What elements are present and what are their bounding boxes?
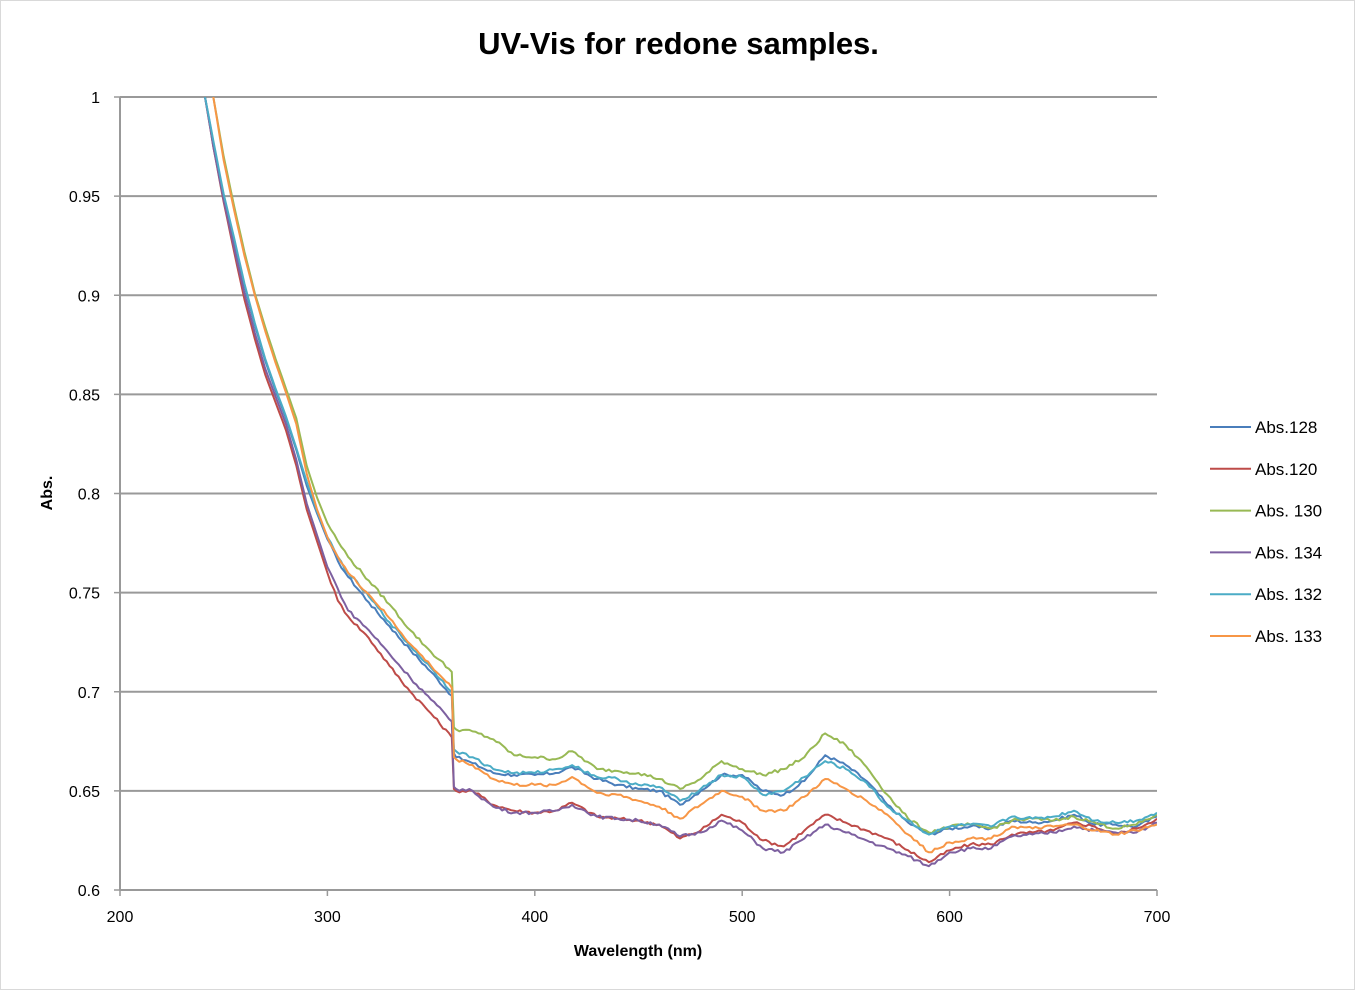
gridlines xyxy=(120,96,1157,792)
x-tick-label: 500 xyxy=(729,909,756,926)
y-tick-label: 0.8 xyxy=(78,487,100,504)
x-tick-label: 600 xyxy=(936,909,963,926)
y-tick-label: 0.6 xyxy=(78,883,100,900)
x-axis-title: Wavelength (nm) xyxy=(574,943,702,960)
y-tick-label: 0.75 xyxy=(69,586,100,603)
y-tick-label: 0.95 xyxy=(69,189,100,206)
legend-label: Abs. 134 xyxy=(1255,543,1322,562)
series-line-abs-133 xyxy=(212,97,1157,854)
chart-title: UV-Vis for redone samples. xyxy=(478,26,879,61)
series-line-abs-120 xyxy=(204,97,1157,864)
legend-label: Abs. 130 xyxy=(1255,502,1322,521)
series-line-abs-128 xyxy=(204,97,1157,836)
legend-label: Abs. 133 xyxy=(1255,627,1322,646)
y-tick-label: 0.85 xyxy=(69,387,100,404)
x-tick-label: 300 xyxy=(314,909,341,926)
axes xyxy=(114,96,1158,896)
series-lines xyxy=(204,97,1157,868)
y-axis-title: Abs. xyxy=(39,476,56,511)
x-tick-label: 700 xyxy=(1144,909,1171,926)
y-tick-label: 0.9 xyxy=(78,288,100,305)
series-line-abs-130 xyxy=(212,97,1157,835)
legend-label: Abs. 132 xyxy=(1255,585,1322,604)
tick-labels: 0.6 0.65 0.7 0.75 0.8 0.85 0.9 0.95 1 200 300 400 50… xyxy=(69,90,1171,926)
x-tick-label: 400 xyxy=(521,909,548,926)
x-tick-label: 200 xyxy=(107,909,134,926)
legend-label: Abs.128 xyxy=(1255,418,1317,437)
y-tick-label: 0.65 xyxy=(69,784,100,801)
legend: Abs.128 Abs.120 Abs. 130 Abs. 134 Abs. 132 Ab… xyxy=(1210,418,1322,646)
series-line-abs-134 xyxy=(204,97,1157,868)
y-tick-label: 0.7 xyxy=(78,685,100,702)
legend-label: Abs.120 xyxy=(1255,460,1317,479)
y-tick-label: 1 xyxy=(91,90,100,107)
series-line-abs-132 xyxy=(204,97,1157,836)
